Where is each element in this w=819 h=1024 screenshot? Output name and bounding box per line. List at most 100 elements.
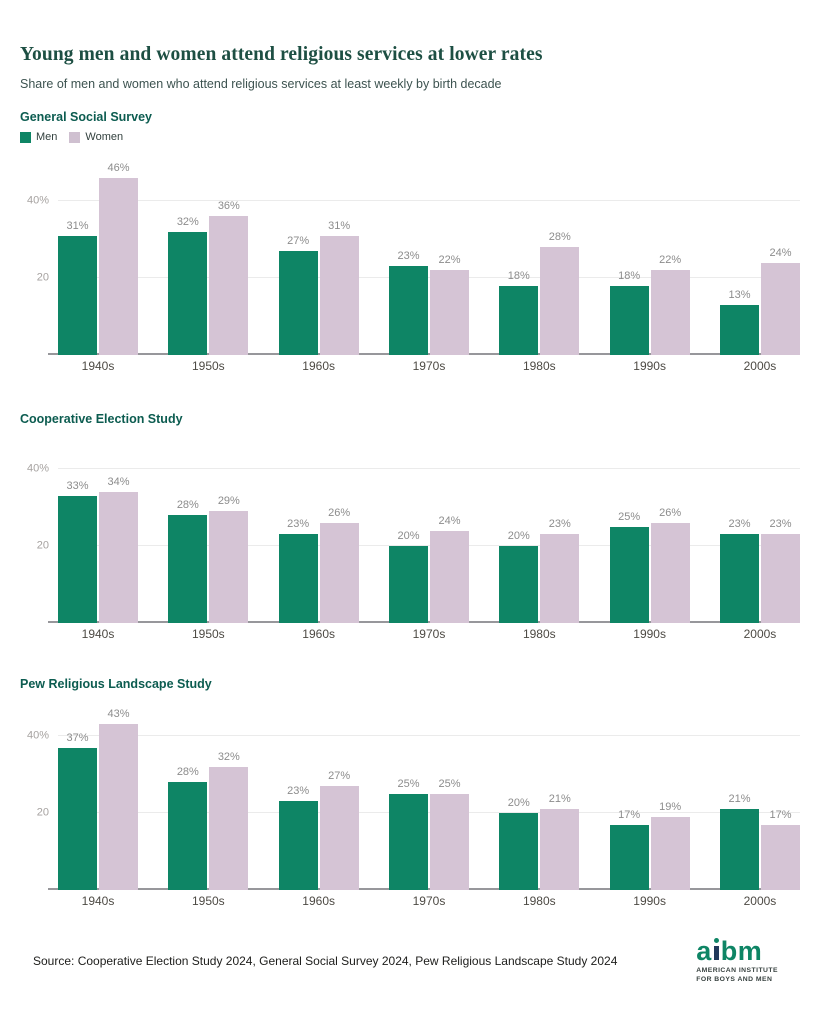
x-axis-label: 1960s	[302, 627, 335, 641]
bar-group-1950s: 28% 32%	[168, 751, 249, 890]
bar-value-label: 33%	[66, 479, 89, 492]
bar-with-label: 23%	[278, 518, 318, 623]
x-axis-labels: 1940s 1950s 1960s 1970s 1980s 1990s 2000s	[58, 359, 800, 375]
bar-group-1980s: 18% 28%	[499, 231, 580, 355]
bar-women-1980s	[540, 247, 580, 355]
bar-value-label: 18%	[507, 269, 530, 282]
bar-women-1960s	[319, 235, 359, 355]
bar-group-1970s: 23% 22%	[388, 250, 469, 355]
logo-letter-i-icon	[713, 938, 719, 960]
bar-men-1960s	[278, 534, 318, 623]
bar-group-1960s: 27% 31%	[278, 220, 359, 355]
gridline	[58, 735, 800, 736]
bar-with-label: 23%	[760, 518, 800, 623]
bar-value-label: 23%	[287, 785, 310, 798]
gridline	[58, 468, 800, 469]
gridline	[58, 277, 800, 278]
bar-men-1980s	[499, 285, 539, 355]
footer: Source: Cooperative Election Study 2024,…	[20, 938, 800, 984]
bar-men-1990s	[609, 285, 649, 355]
chart-cooperative-election-study: Cooperative Election Study 33% 34% 28% 29% 2…	[20, 411, 800, 643]
logo-i-dot-icon	[713, 938, 719, 943]
bar-value-label: 19%	[659, 800, 682, 813]
bar-with-label: 23%	[719, 518, 759, 623]
bar-women-1980s	[540, 534, 580, 623]
x-axis-labels: 1940s 1950s 1960s 1970s 1980s 1990s 2000s	[58, 627, 800, 643]
bar-group-1990s: 17% 19%	[609, 800, 690, 890]
chart-title: Pew Religious Landscape Study	[20, 677, 212, 691]
bar-group-1970s: 25% 25%	[388, 777, 469, 890]
bar-value-label: 26%	[659, 506, 682, 519]
x-axis-label: 1990s	[633, 894, 666, 908]
x-axis-label: 1960s	[302, 359, 335, 373]
bar-men-1990s	[609, 824, 649, 890]
logo-letter-a: a	[696, 936, 712, 966]
bar-women-1970s	[429, 530, 469, 623]
bar-men-1970s	[388, 546, 428, 623]
y-axis-tick-label: 40%	[26, 462, 49, 475]
bar-with-label: 20%	[499, 530, 539, 623]
bar-men-2000s	[719, 534, 759, 623]
bar-with-label: 31%	[319, 220, 359, 355]
bar-value-label: 20%	[397, 530, 420, 542]
bar-value-label: 34%	[107, 476, 130, 489]
bar-value-label: 37%	[66, 731, 89, 744]
bar-women-1940s	[99, 724, 138, 890]
x-axis-label: 1970s	[412, 359, 446, 373]
bar-men-1940s	[58, 747, 97, 890]
x-axis-label: 1950s	[191, 627, 225, 641]
bar-women-2000s	[760, 262, 800, 355]
bar-value-label: 28%	[176, 499, 199, 512]
bar-value-label: 27%	[287, 235, 310, 248]
x-axis-labels: 1940s 1950s 1960s 1970s 1980s 1990s 2000s	[58, 894, 800, 910]
bar-women-1990s	[650, 522, 690, 623]
bar-with-label: 26%	[650, 506, 690, 623]
bar-value-label: 24%	[769, 246, 792, 259]
x-axis-label: 2000s	[743, 894, 777, 908]
bar-group-1940s: 37% 43%	[58, 708, 138, 890]
x-axis-label: 1970s	[412, 627, 446, 641]
bar-value-label: 18%	[618, 269, 641, 282]
bar-group-1960s: 23% 27%	[278, 770, 359, 890]
bar-groups: 33% 34% 28% 29% 23% 26% 20% 24% 20% 23% 25% 26% 23% 2…	[58, 451, 800, 623]
x-axis-label: 2000s	[743, 627, 777, 641]
bar-with-label: 36%	[209, 200, 249, 355]
bar-with-label: 13%	[719, 289, 759, 355]
y-axis-tick-label: 40%	[26, 194, 49, 207]
page-title: Young men and women attend religious ser…	[20, 44, 543, 65]
legend-item-women: Women	[69, 132, 123, 143]
bar-with-label: 26%	[319, 506, 359, 623]
bar-value-label: 28%	[548, 231, 571, 244]
bar-value-label: 24%	[438, 514, 461, 527]
bar-value-label: 17%	[618, 808, 641, 821]
bar-value-label: 43%	[107, 708, 130, 721]
bar-men-1990s	[609, 526, 649, 623]
bar-group-2000s: 13% 24%	[719, 246, 800, 355]
bar-men-1970s	[388, 793, 428, 890]
bar-value-label: 29%	[217, 495, 240, 508]
bar-group-2000s: 23% 23%	[719, 518, 800, 623]
bar-women-1970s	[429, 793, 469, 890]
y-axis-tick-label: 20	[36, 271, 49, 284]
legend-label-women: Women	[85, 131, 124, 143]
bar-with-label: 22%	[429, 254, 469, 355]
aibm-logo: a bm AMERICAN INSTITUTE FOR BOYS AND MEN	[696, 938, 778, 984]
bar-men-2000s	[719, 304, 759, 355]
bar-men-1950s	[168, 782, 208, 890]
bar-value-label: 21%	[548, 793, 571, 806]
bar-value-label: 26%	[328, 506, 351, 519]
x-axis-label: 1980s	[522, 627, 556, 641]
bar-with-label: 29%	[209, 495, 249, 623]
bar-value-label: 22%	[438, 254, 461, 267]
bar-with-label: 25%	[429, 777, 469, 890]
y-axis-tick-label: 40%	[26, 729, 49, 742]
bar-group-1950s: 32% 36%	[168, 200, 249, 355]
bar-women-1990s	[650, 270, 690, 355]
bar-women-1950s	[209, 216, 249, 355]
bar-men-1970s	[388, 266, 428, 355]
bar-men-2000s	[719, 809, 759, 890]
legend-swatch-men-icon	[20, 132, 31, 143]
bar-with-label: 32%	[168, 216, 208, 355]
bar-value-label: 25%	[438, 777, 461, 790]
bar-women-1940s	[99, 177, 138, 355]
